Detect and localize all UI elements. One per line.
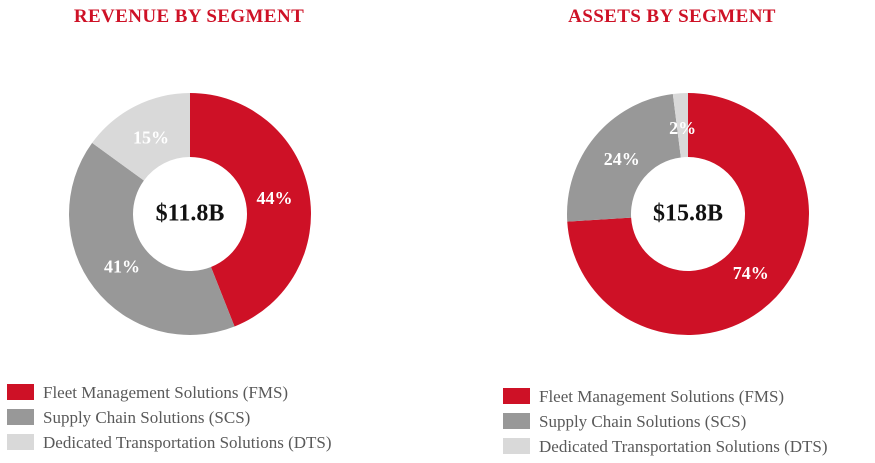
legend-item-FMS: Fleet Management Solutions (FMS) [7, 381, 332, 406]
assets-donut-area: 74% 24% 2% $15.8B [563, 89, 813, 339]
segment-percent-label-FMS: 74% [733, 263, 769, 283]
legend-item-DTS: Dedicated Transportation Solutions (DTS) [503, 435, 828, 460]
legend-label-SCS: Supply Chain Solutions (SCS) [43, 408, 251, 427]
legend-label-SCS: Supply Chain Solutions (SCS) [539, 412, 747, 431]
legend-label-FMS: Fleet Management Solutions (FMS) [539, 387, 785, 406]
legend-swatch-FMS [7, 384, 34, 400]
revenue-donut-chart: 44% 41% 15% [69, 93, 311, 335]
segment-percent-label-FMS: 44% [257, 188, 293, 208]
legend-label-DTS: Dedicated Transportation Solutions (DTS) [43, 433, 332, 452]
assets-legend: Fleet Management Solutions (FMS) Supply C… [503, 385, 828, 460]
assets-chart-title: ASSETS BY SEGMENT [568, 6, 776, 27]
donut-segment-FMS [567, 93, 810, 335]
legend-swatch-SCS [7, 409, 34, 425]
assets-donut-chart: 74% 24% 2% [567, 92, 810, 335]
segment-percent-label-DTS: 2% [669, 118, 696, 138]
revenue-chart-title: REVENUE BY SEGMENT [73, 6, 305, 27]
donut-segment-SCS [69, 142, 235, 335]
legend-swatch-FMS [503, 388, 530, 404]
segment-percent-label-SCS: 41% [104, 257, 140, 277]
segment-percent-label-SCS: 24% [604, 149, 640, 169]
legend-item-DTS: Dedicated Transportation Solutions (DTS) [7, 431, 332, 456]
segment-percent-label-DTS: 15% [133, 127, 169, 147]
legend-swatch-DTS [7, 434, 34, 450]
donut-segment-FMS [190, 93, 311, 327]
legend-label-DTS: Dedicated Transportation Solutions (DTS) [539, 437, 828, 456]
revenue-legend: Fleet Management Solutions (FMS) Supply C… [7, 381, 332, 456]
donut-segment-DTS [92, 93, 190, 181]
legend-label-FMS: Fleet Management Solutions (FMS) [43, 383, 289, 402]
legend-item-SCS: Supply Chain Solutions (SCS) [7, 406, 332, 431]
revenue-donut-area: 44% 41% 15% $11.8B [65, 89, 315, 339]
legend-swatch-SCS [503, 413, 530, 429]
legend-swatch-DTS [503, 438, 530, 454]
legend-item-SCS: Supply Chain Solutions (SCS) [503, 410, 828, 435]
revenue-center-total: $11.8B [155, 200, 225, 227]
donut-segment-DTS [672, 92, 688, 158]
legend-item-FMS: Fleet Management Solutions (FMS) [503, 385, 828, 410]
donut-segment-SCS [567, 93, 681, 222]
assets-center-total: $15.8B [652, 200, 724, 227]
